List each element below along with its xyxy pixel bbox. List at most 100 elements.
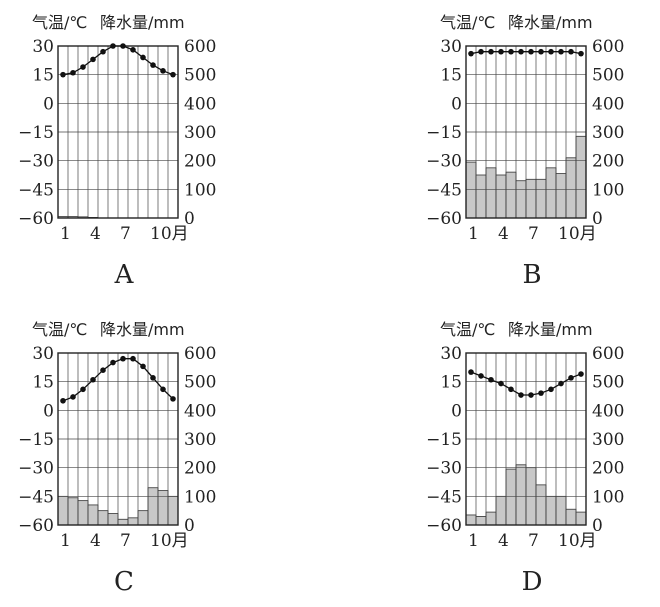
plot-frame <box>465 45 587 219</box>
precip-tick-label: 500 <box>592 66 624 86</box>
precip-tick-label: 100 <box>592 487 624 507</box>
temperature-point-m5 <box>100 367 106 374</box>
temp-tick-label: 15 <box>32 373 54 393</box>
temp-tick-label: −30 <box>426 152 462 172</box>
temperature-point-m11 <box>568 375 574 381</box>
temperature-point-m9 <box>140 363 146 370</box>
chart-panel-a: 气温/℃ 降水量/mm 30 15 0 −15 −30 −45 −60 600 500 400 300 2… <box>18 13 216 290</box>
temp-axis-title: 气温/℃ <box>440 13 495 32</box>
month-tick-label: 1 <box>60 531 71 551</box>
precip-bar-m4 <box>495 174 507 219</box>
temperature-point-m7 <box>120 355 126 362</box>
temperature-point-m9 <box>548 48 554 55</box>
temperature-point-m11 <box>160 386 166 393</box>
temperature-point-m8 <box>130 47 136 53</box>
plot-frame <box>57 352 179 526</box>
temp-axis-title: 气温/℃ <box>440 320 495 339</box>
temp-tick-label: −15 <box>426 123 462 143</box>
month-tick-label: 1 <box>60 224 71 244</box>
precip-bar-m9 <box>137 510 149 526</box>
month-tick-label: 7 <box>528 531 539 551</box>
temperature-point-m7 <box>528 392 534 398</box>
temperature-point-m5 <box>100 48 106 55</box>
precip-bar-m10 <box>555 173 567 219</box>
temperature-point-m12 <box>170 396 176 402</box>
precip-bar-m5 <box>505 171 517 219</box>
precip-tick-label: 0 <box>592 209 603 229</box>
plot-frame <box>465 352 587 526</box>
temperature-point-m6 <box>518 48 524 55</box>
temperature-point-m10 <box>150 62 156 68</box>
precip-bar-m1 <box>465 161 477 219</box>
precip-tick-label: 300 <box>592 123 624 143</box>
precip-tick-label: 0 <box>184 209 195 229</box>
month-tick-label: 4 <box>90 224 101 244</box>
precip-bar-m10 <box>147 487 159 526</box>
precip-axis-title: 降水量/mm <box>100 13 185 32</box>
temperature-point-m5 <box>508 48 514 55</box>
temperature-point-m2 <box>70 69 76 76</box>
temp-tick-label: −45 <box>426 180 462 200</box>
temperature-point-m4 <box>90 376 96 383</box>
month-tick-label: 4 <box>498 224 509 244</box>
chart-panel-d: 气温/℃ 降水量/mm 30 15 0 −15 −30 −45 −60 600 500 400 300 2… <box>426 320 624 597</box>
month-tick-label: 10月 <box>558 531 597 551</box>
precip-tick-label: 600 <box>592 344 624 364</box>
precip-bar-m12 <box>167 495 179 526</box>
precip-bar-m7 <box>525 178 537 219</box>
temp-tick-label: 15 <box>32 66 54 86</box>
precip-bar-m9 <box>545 495 557 526</box>
temp-tick-label: 0 <box>43 94 54 114</box>
temperature-point-m7 <box>120 43 126 49</box>
precip-tick-label: 400 <box>592 94 624 114</box>
precip-tick-label: 600 <box>592 37 624 57</box>
temp-tick-label: −60 <box>18 516 54 536</box>
temp-tick-label: −60 <box>18 209 54 229</box>
precip-tick-label: 500 <box>592 373 624 393</box>
precip-tick-label: 200 <box>184 152 216 172</box>
temp-tick-label: −30 <box>18 459 54 479</box>
panel-label-c: C <box>114 567 134 597</box>
month-tick-label: 1 <box>468 224 479 244</box>
precip-tick-label: 0 <box>184 516 195 536</box>
temperature-point-m4 <box>498 48 504 55</box>
precip-tick-label: 400 <box>592 401 624 421</box>
precip-tick-label: 500 <box>184 373 216 393</box>
temp-tick-label: −30 <box>18 152 54 172</box>
temp-tick-label: 30 <box>440 37 462 57</box>
month-tick-label: 7 <box>120 224 131 244</box>
month-tick-label: 1 <box>468 531 479 551</box>
temp-tick-label: 30 <box>32 37 54 57</box>
precip-bar-m12 <box>575 135 587 219</box>
precip-axis-title: 降水量/mm <box>508 320 593 339</box>
temp-tick-label: −45 <box>426 487 462 507</box>
temp-tick-label: −30 <box>426 459 462 479</box>
chart-panel-c: 气温/℃ 降水量/mm 30 15 0 −15 −30 −45 −60 600 500 400 300 2… <box>18 320 216 597</box>
temperature-point-m11 <box>160 68 166 74</box>
precip-bar-m5 <box>97 510 109 526</box>
temperature-point-m1 <box>60 71 66 78</box>
temp-tick-label: −15 <box>426 430 462 450</box>
precip-tick-label: 100 <box>184 180 216 200</box>
precip-bar-m6 <box>107 513 119 526</box>
precip-bar-m10 <box>555 495 567 526</box>
precip-tick-label: 100 <box>592 180 624 200</box>
temperature-point-m10 <box>150 375 156 381</box>
month-tick-label: 10月 <box>150 531 189 551</box>
temperature-point-m8 <box>130 355 136 362</box>
temp-axis-title: 气温/℃ <box>32 320 87 339</box>
precip-bar-m6 <box>515 180 527 219</box>
precip-bar-m2 <box>67 497 79 526</box>
precip-tick-label: 400 <box>184 94 216 114</box>
precip-bar-m8 <box>535 178 547 219</box>
precip-bar-m2 <box>475 174 487 219</box>
panel-label-d: D <box>522 567 543 597</box>
precip-tick-label: 0 <box>592 516 603 536</box>
precip-bar-m3 <box>485 167 497 219</box>
temp-tick-label: 0 <box>43 401 54 421</box>
precip-tick-label: 600 <box>184 37 216 57</box>
precip-bar-m11 <box>565 508 577 526</box>
temperature-point-m3 <box>488 376 494 383</box>
precip-tick-label: 400 <box>184 401 216 421</box>
precip-bar-m2 <box>475 516 487 526</box>
